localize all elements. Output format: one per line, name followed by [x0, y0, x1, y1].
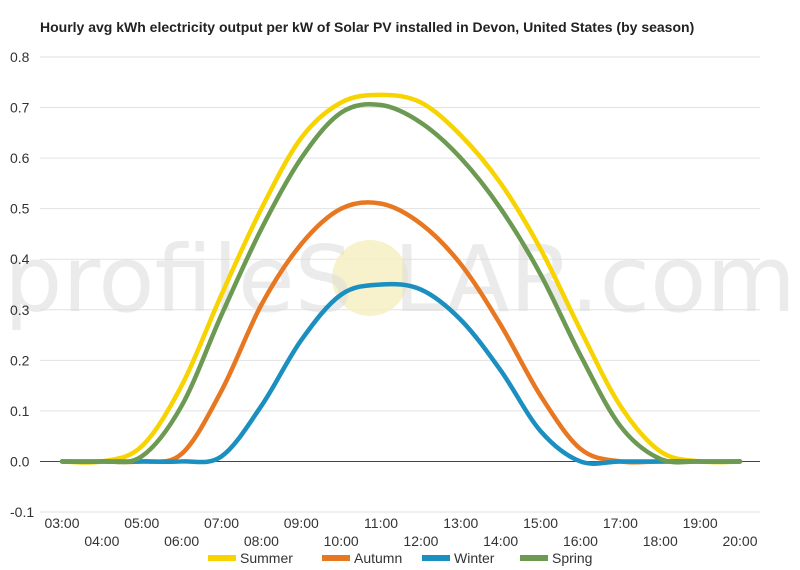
y-tick-label: 0.2 [10, 352, 30, 368]
x-tick-label: 15:00 [523, 515, 558, 531]
x-tick-label: 14:00 [483, 533, 518, 549]
y-tick-label: 0.4 [10, 251, 30, 267]
legend-item-autumn[interactable]: Autumn [322, 550, 402, 566]
legend-label: Summer [240, 550, 293, 566]
legend-label: Winter [454, 550, 495, 566]
series-line-spring [59, 102, 743, 465]
x-tick-label: 06:00 [164, 533, 199, 549]
x-tick-label: 09:00 [284, 515, 319, 531]
x-tick-label: 12:00 [403, 533, 438, 549]
y-tick-label: 0.5 [10, 201, 30, 217]
legend-item-spring[interactable]: Spring [520, 550, 592, 566]
chart-title: Hourly avg kWh electricity output per kW… [40, 19, 695, 35]
y-tick-label: 0.8 [10, 49, 30, 65]
x-tick-label: 20:00 [722, 533, 757, 549]
x-tick-label: 13:00 [443, 515, 478, 531]
series-lines [59, 92, 743, 466]
watermark-text-left: profileS [4, 226, 353, 333]
series-line-winter [59, 281, 743, 466]
series-line-summer [59, 92, 743, 465]
legend-swatch [322, 555, 350, 561]
y-tick-label: 0.6 [10, 150, 30, 166]
legend-swatch [520, 555, 548, 561]
watermark-sun-icon [332, 240, 408, 316]
x-tick-label: 03:00 [44, 515, 79, 531]
y-axis-ticks: 0.8 0.7 0.6 0.5 0.4 0.3 0.2 0.1 0.0 -0.1 [10, 49, 34, 520]
x-tick-label: 07:00 [204, 515, 239, 531]
legend-item-winter[interactable]: Winter [422, 550, 495, 566]
legend[interactable]: Summer Autumn Winter Spring [208, 550, 592, 566]
x-tick-label: 19:00 [683, 515, 718, 531]
y-tick-label: -0.1 [10, 504, 34, 520]
x-tick-label: 10:00 [324, 533, 359, 549]
legend-swatch [208, 555, 236, 561]
watermark-text-right: LAR.com [393, 226, 796, 333]
x-tick-label: 18:00 [643, 533, 678, 549]
x-tick-label: 05:00 [124, 515, 159, 531]
x-tick-label: 17:00 [603, 515, 638, 531]
x-tick-label: 11:00 [364, 515, 398, 531]
legend-swatch [422, 555, 450, 561]
y-tick-label: 0.7 [10, 100, 30, 116]
x-tick-label: 04:00 [84, 533, 119, 549]
x-tick-label: 16:00 [563, 533, 598, 549]
y-tick-label: 0.1 [10, 403, 30, 419]
x-axis-ticks: 03:00 04:00 05:00 06:00 07:00 08:00 09:00 10:00… [44, 515, 757, 549]
y-tick-label: 0.0 [10, 453, 30, 469]
x-tick-label: 08:00 [244, 533, 279, 549]
legend-item-summer[interactable]: Summer [208, 550, 293, 566]
legend-label: Autumn [354, 550, 402, 566]
legend-label: Spring [552, 550, 592, 566]
watermark: profileS LAR.com [4, 226, 796, 333]
y-tick-label: 0.3 [10, 302, 30, 318]
